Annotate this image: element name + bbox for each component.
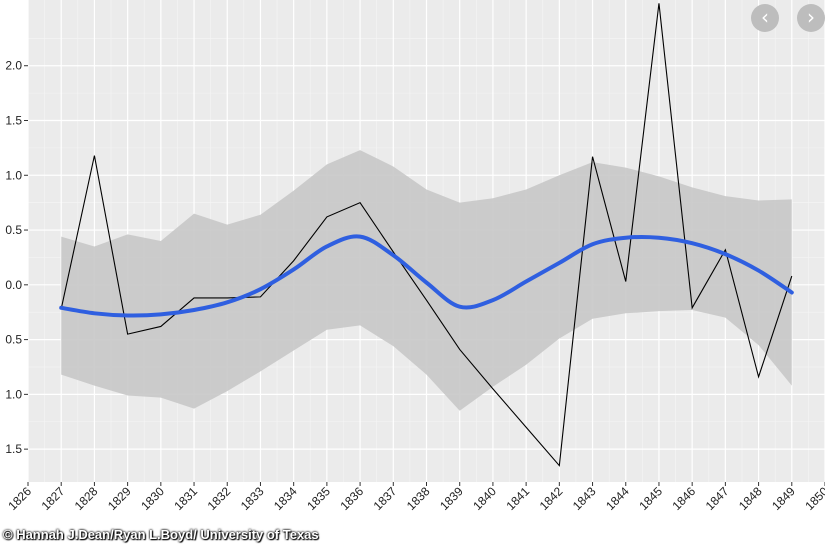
- x-tick-label: 1849: [769, 484, 798, 513]
- y-tick-label: 0.5: [5, 333, 22, 347]
- x-tick-label: 1832: [205, 484, 234, 513]
- x-tick-label: 1834: [271, 484, 300, 513]
- x-tick-label: 1836: [337, 484, 366, 513]
- x-tick-label: 1839: [437, 484, 466, 513]
- y-tick-label: 1.5: [5, 114, 22, 128]
- smoothed-trend-line: [59, 234, 794, 318]
- x-tick-label: 1848: [736, 484, 765, 513]
- x-tick-label: 1827: [39, 484, 68, 513]
- x-tick-label: 1831: [171, 484, 200, 513]
- x-tick-label: 1828: [72, 484, 101, 513]
- y-tick-label: 1.5: [5, 442, 22, 456]
- x-tick-label: 1846: [670, 484, 699, 513]
- y-tick-label: 2.0: [5, 59, 22, 73]
- x-tick-label: 1829: [105, 484, 134, 513]
- x-tick-label: 1842: [537, 484, 566, 513]
- x-tick-label: 1840: [470, 484, 499, 513]
- x-tick-label: 1830: [138, 484, 167, 513]
- x-tick-label: 1833: [238, 484, 267, 513]
- x-tick-label: 1845: [636, 484, 665, 513]
- x-tick-label: 1843: [570, 484, 599, 513]
- previous-image-button[interactable]: ‹: [751, 4, 779, 32]
- x-tick-label: 1837: [371, 484, 400, 513]
- y-tick-label: 1.0: [5, 168, 22, 182]
- y-tick-label: 1.0: [5, 387, 22, 401]
- y-tick-label: 0.5: [5, 223, 22, 237]
- photo-credit: © Hannah J.Dean/Ryan L.Boyd/ University …: [3, 527, 319, 542]
- x-tick-label: 1847: [703, 484, 732, 513]
- x-tick-label: 1826: [5, 484, 34, 513]
- raw-series-line: [60, 3, 793, 467]
- y-tick-label: 0.0: [5, 278, 22, 292]
- x-tick-label: 1850: [802, 484, 825, 513]
- x-tick-label: 1835: [304, 484, 333, 513]
- next-image-button[interactable]: ›: [797, 4, 825, 32]
- x-tick-label: 1838: [404, 484, 433, 513]
- x-tick-label: 1844: [603, 484, 632, 513]
- x-tick-label: 1841: [503, 484, 532, 513]
